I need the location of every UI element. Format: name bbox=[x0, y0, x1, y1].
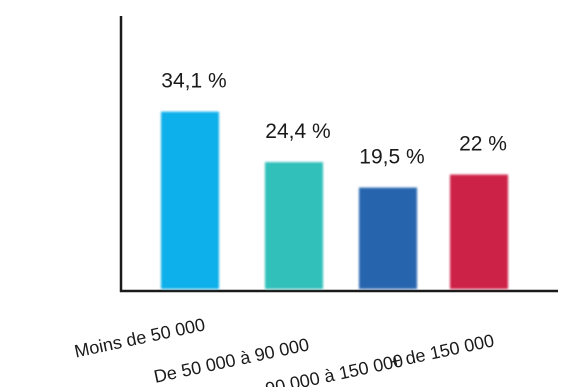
bar-4 bbox=[450, 174, 508, 289]
bar-3 bbox=[359, 187, 417, 289]
value-label-4: 22 % bbox=[459, 133, 507, 156]
bar-1 bbox=[161, 111, 219, 290]
value-label-3: 19,5 % bbox=[359, 146, 424, 169]
value-label-1: 34,1 % bbox=[161, 70, 226, 93]
category-label-4: + de 150 000 bbox=[388, 330, 495, 372]
value-label-2: 24,4 % bbox=[265, 120, 330, 143]
bar-2 bbox=[265, 162, 323, 289]
bars-group bbox=[161, 111, 508, 290]
category-label-1: Moins de 50 000 bbox=[72, 314, 206, 361]
value-labels-group: 34,1 % 24,4 % 19,5 % 22 % bbox=[161, 70, 507, 169]
